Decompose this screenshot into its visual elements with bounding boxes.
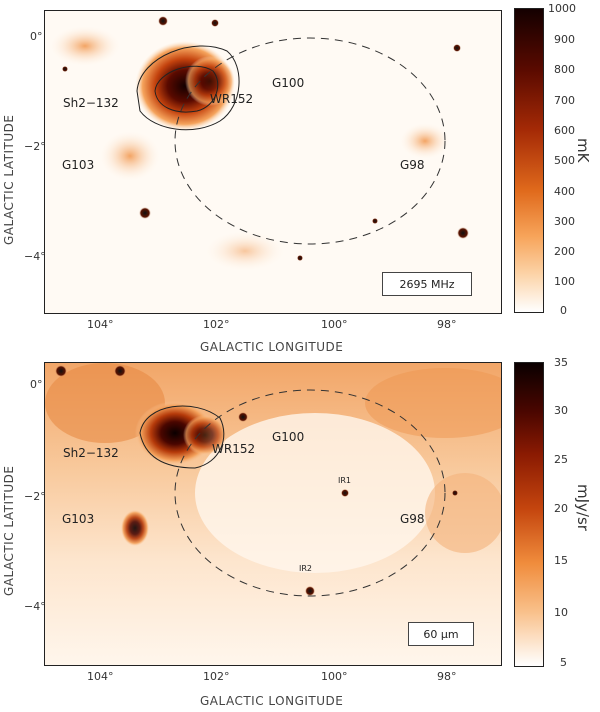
colorbar-mjysr bbox=[514, 362, 544, 667]
label-g103: G103 bbox=[62, 158, 95, 172]
ir-map bbox=[44, 362, 502, 666]
y-tick-0: 0° bbox=[30, 30, 43, 43]
label-g98: G98 bbox=[400, 512, 425, 526]
band-text: 2695 MHz bbox=[399, 277, 455, 291]
y-axis-label: GALACTIC LATITUDE bbox=[2, 114, 16, 245]
x-tick-1: 102° bbox=[203, 318, 230, 331]
cb-tick: 300 bbox=[554, 215, 575, 228]
x-axis-label: GALACTIC LONGITUDE bbox=[200, 694, 344, 708]
label-wr152: WR152 bbox=[212, 442, 256, 456]
band-text: 60 μm bbox=[423, 627, 459, 641]
cb-tick: 800 bbox=[554, 63, 575, 76]
colorbar-unit: mJy/sr bbox=[574, 484, 592, 531]
cb-tick: 15 bbox=[554, 554, 568, 567]
panel-2695mhz: Sh2−132 WR152 G100 G103 G98 2695 MHz 0° … bbox=[2, 2, 592, 354]
x-tick-1: 102° bbox=[203, 670, 230, 683]
panel-60um: Sh2−132 WR152 G100 G103 G98 IR1 IR2 60 μ… bbox=[0, 356, 600, 712]
y-tick-1: −2° bbox=[24, 490, 46, 503]
x-axis-label: GALACTIC LONGITUDE bbox=[200, 340, 344, 354]
cb-tick: 700 bbox=[554, 94, 575, 107]
label-ir1: IR1 bbox=[338, 476, 352, 485]
label-sh2-132: Sh2−132 bbox=[63, 96, 119, 110]
y-axis-label: GALACTIC LATITUDE bbox=[2, 465, 16, 596]
ir-map-image bbox=[45, 363, 501, 665]
band-badge: 2695 MHz bbox=[382, 272, 472, 296]
x-tick-2: 100° bbox=[321, 318, 348, 331]
y-tick-0: 0° bbox=[30, 378, 43, 391]
colorbar-unit: mK bbox=[574, 138, 592, 163]
cb-tick: 10 bbox=[554, 606, 568, 619]
x-tick-3: 98° bbox=[437, 670, 457, 683]
radio-map-image bbox=[45, 11, 501, 313]
y-tick-2: −4° bbox=[24, 250, 46, 263]
y-tick-1: −2° bbox=[24, 140, 46, 153]
x-tick-3: 98° bbox=[437, 318, 457, 331]
label-wr152: WR152 bbox=[210, 92, 254, 106]
cb-tick: 200 bbox=[554, 245, 575, 258]
cb-tick: 600 bbox=[554, 124, 575, 137]
cb-tick: 5 bbox=[560, 656, 567, 669]
band-badge: 60 μm bbox=[408, 622, 474, 646]
x-tick-0: 104° bbox=[87, 670, 114, 683]
label-g103: G103 bbox=[62, 512, 95, 526]
cb-tick: 0 bbox=[560, 304, 567, 317]
cb-tick: 35 bbox=[554, 356, 568, 369]
cb-tick: 1000 bbox=[548, 2, 576, 15]
colorbar-mk bbox=[514, 8, 544, 313]
cb-tick: 30 bbox=[554, 404, 568, 417]
label-g98: G98 bbox=[400, 158, 425, 172]
cb-tick: 25 bbox=[554, 453, 568, 466]
label-g100: G100 bbox=[272, 76, 305, 90]
x-tick-0: 104° bbox=[87, 318, 114, 331]
cb-tick: 400 bbox=[554, 185, 575, 198]
cb-tick: 500 bbox=[554, 154, 575, 167]
label-ir2: IR2 bbox=[299, 564, 313, 573]
cb-tick: 20 bbox=[554, 502, 568, 515]
y-tick-2: −4° bbox=[24, 600, 46, 613]
label-sh2-132: Sh2−132 bbox=[63, 446, 119, 460]
radio-map bbox=[44, 10, 502, 314]
x-tick-2: 100° bbox=[321, 670, 348, 683]
label-g100: G100 bbox=[272, 430, 305, 444]
cb-tick: 100 bbox=[554, 275, 575, 288]
cb-tick: 900 bbox=[554, 33, 575, 46]
